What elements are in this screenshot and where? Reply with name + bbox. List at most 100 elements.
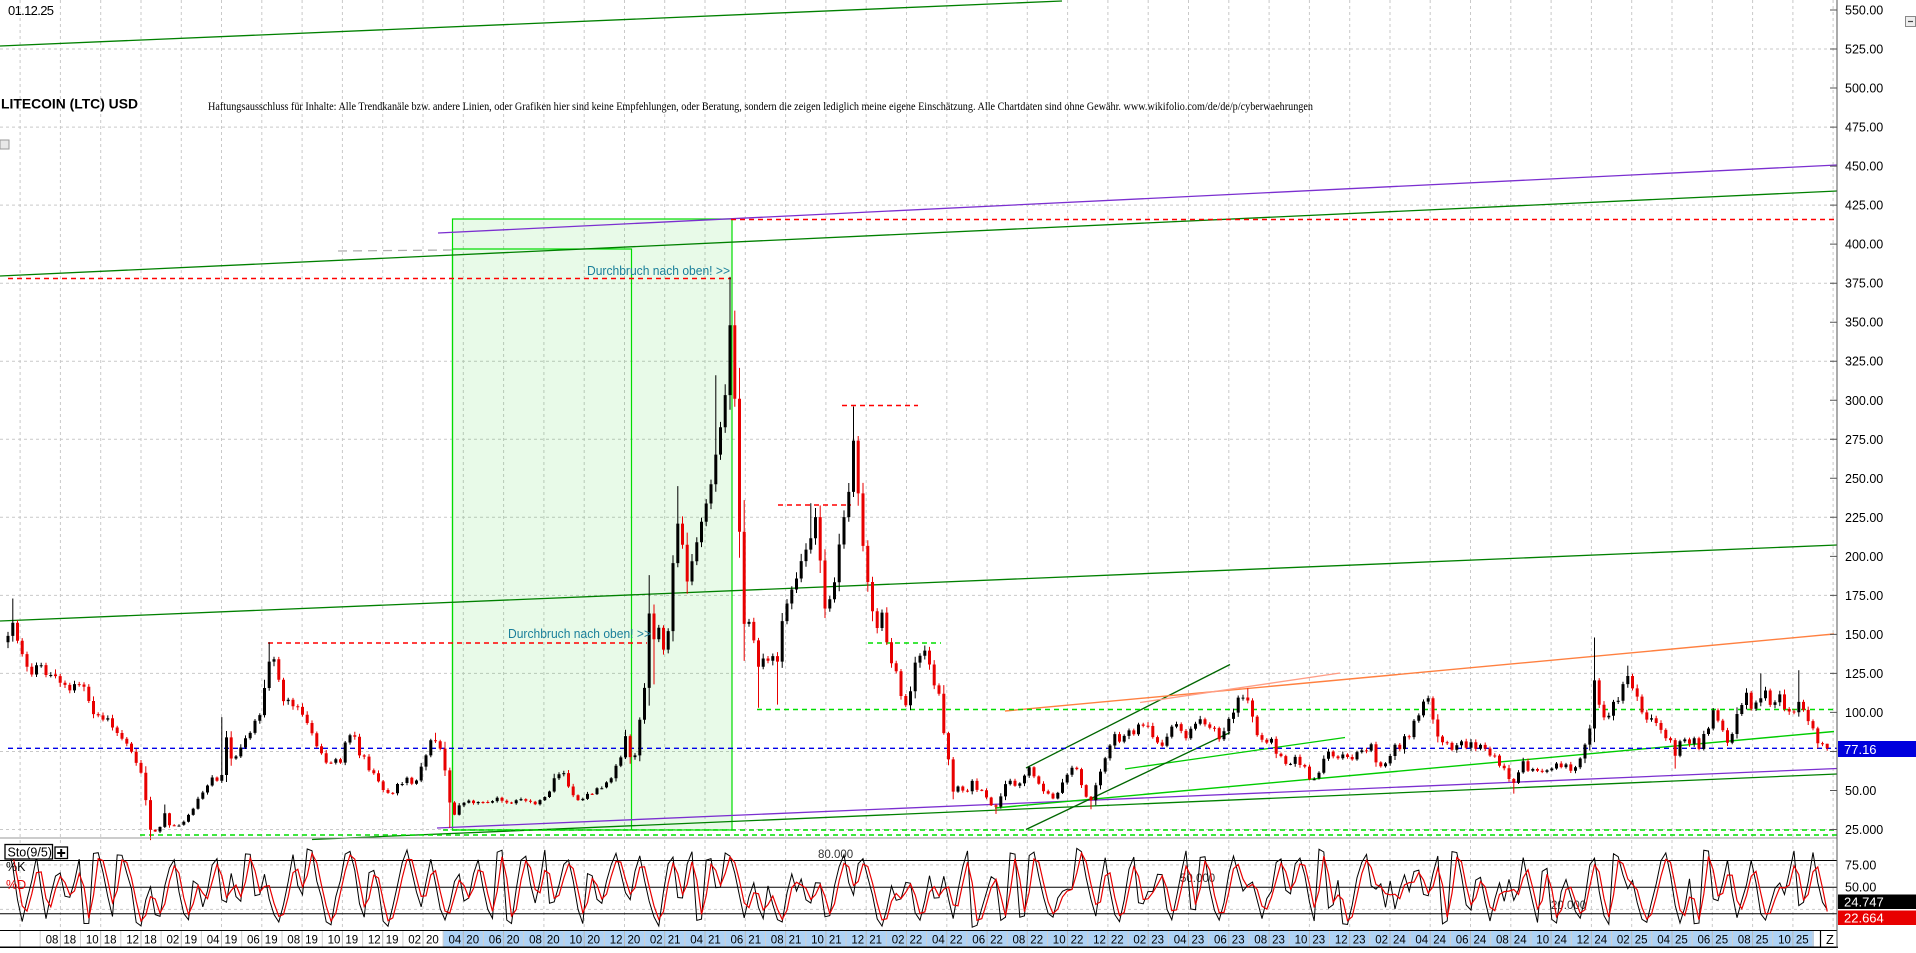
svg-text:75.00: 75.00 bbox=[1845, 859, 1876, 873]
svg-text:%D: %D bbox=[6, 878, 26, 892]
svg-text:25: 25 bbox=[1675, 935, 1688, 947]
svg-text:175.00: 175.00 bbox=[1845, 589, 1883, 603]
svg-text:21: 21 bbox=[869, 935, 882, 947]
svg-text:12: 12 bbox=[1335, 935, 1348, 947]
svg-text:10: 10 bbox=[569, 935, 582, 947]
svg-text:02: 02 bbox=[1617, 935, 1630, 947]
svg-text:350.00: 350.00 bbox=[1845, 316, 1883, 330]
svg-text:23: 23 bbox=[1353, 935, 1366, 947]
svg-text:06: 06 bbox=[247, 935, 260, 947]
svg-text:06: 06 bbox=[1214, 935, 1227, 947]
svg-text:225.00: 225.00 bbox=[1845, 511, 1883, 525]
svg-text:400.00: 400.00 bbox=[1845, 238, 1883, 252]
svg-text:10: 10 bbox=[811, 935, 824, 947]
svg-text:02: 02 bbox=[892, 935, 905, 947]
svg-text:300.00: 300.00 bbox=[1845, 394, 1883, 408]
svg-text:08: 08 bbox=[1738, 935, 1751, 947]
svg-text:77.16: 77.16 bbox=[1844, 742, 1877, 757]
svg-text:18: 18 bbox=[104, 935, 117, 947]
svg-text:50.00: 50.00 bbox=[1845, 881, 1876, 895]
svg-text:500.00: 500.00 bbox=[1845, 82, 1883, 96]
svg-text:12: 12 bbox=[851, 935, 864, 947]
svg-text:19: 19 bbox=[265, 935, 278, 947]
svg-text:Sto(9/5): Sto(9/5) bbox=[8, 846, 52, 860]
svg-text:%K: %K bbox=[6, 860, 26, 874]
svg-text:04: 04 bbox=[1657, 935, 1670, 947]
svg-text:21: 21 bbox=[829, 935, 842, 947]
svg-text:Haftungsausschluss für Inhalte: Haftungsausschluss für Inhalte: Alle Tre… bbox=[208, 99, 1313, 113]
svg-text:04: 04 bbox=[932, 935, 945, 947]
svg-text:06: 06 bbox=[1698, 935, 1711, 947]
svg-text:01.12.25: 01.12.25 bbox=[8, 3, 54, 18]
svg-text:23: 23 bbox=[1232, 935, 1245, 947]
svg-text:125.00: 125.00 bbox=[1845, 667, 1883, 681]
svg-text:Durchbruch nach oben! >>: Durchbruch nach oben! >> bbox=[587, 263, 730, 278]
svg-text:10: 10 bbox=[86, 935, 99, 947]
svg-text:12: 12 bbox=[368, 935, 381, 947]
svg-text:02: 02 bbox=[650, 935, 663, 947]
svg-text:12: 12 bbox=[1577, 935, 1590, 947]
svg-text:25: 25 bbox=[1635, 935, 1648, 947]
svg-text:250.00: 250.00 bbox=[1845, 472, 1883, 486]
svg-text:200.00: 200.00 bbox=[1845, 550, 1883, 564]
svg-text:02: 02 bbox=[1133, 935, 1146, 947]
svg-text:25: 25 bbox=[1715, 935, 1728, 947]
svg-text:150.00: 150.00 bbox=[1845, 628, 1883, 642]
svg-text:24: 24 bbox=[1433, 935, 1446, 947]
svg-text:24: 24 bbox=[1474, 935, 1487, 947]
svg-text:80.000: 80.000 bbox=[818, 849, 853, 861]
svg-text:450.00: 450.00 bbox=[1845, 160, 1883, 174]
svg-text:19: 19 bbox=[386, 935, 399, 947]
svg-text:23: 23 bbox=[1192, 935, 1205, 947]
svg-text:LITECOIN (LTC) USD: LITECOIN (LTC) USD bbox=[1, 97, 138, 112]
svg-text:325.00: 325.00 bbox=[1845, 355, 1883, 369]
svg-text:12: 12 bbox=[126, 935, 139, 947]
svg-text:10: 10 bbox=[1536, 935, 1549, 947]
svg-text:23: 23 bbox=[1272, 935, 1285, 947]
svg-text:25.000: 25.000 bbox=[1845, 823, 1883, 837]
svg-text:20: 20 bbox=[507, 935, 520, 947]
svg-text:24: 24 bbox=[1393, 935, 1406, 947]
svg-text:02: 02 bbox=[408, 935, 421, 947]
svg-text:06: 06 bbox=[489, 935, 502, 947]
svg-text:20: 20 bbox=[426, 935, 439, 947]
svg-text:22: 22 bbox=[1111, 935, 1124, 947]
svg-text:19: 19 bbox=[345, 935, 358, 947]
svg-text:06: 06 bbox=[731, 935, 744, 947]
svg-text:02: 02 bbox=[1375, 935, 1388, 947]
svg-text:08: 08 bbox=[46, 935, 59, 947]
svg-text:550.00: 550.00 bbox=[1845, 4, 1883, 18]
svg-text:08: 08 bbox=[771, 935, 784, 947]
svg-text:02: 02 bbox=[167, 935, 180, 947]
svg-text:08: 08 bbox=[529, 935, 542, 947]
svg-text:04: 04 bbox=[207, 935, 220, 947]
svg-text:24: 24 bbox=[1594, 935, 1607, 947]
svg-text:20: 20 bbox=[466, 935, 479, 947]
svg-text:20: 20 bbox=[587, 935, 600, 947]
svg-text:10: 10 bbox=[328, 935, 341, 947]
svg-text:Durchbruch nach oben! >>: Durchbruch nach oben! >> bbox=[508, 626, 651, 641]
svg-text:425.00: 425.00 bbox=[1845, 199, 1883, 213]
svg-text:21: 21 bbox=[748, 935, 761, 947]
svg-text:18: 18 bbox=[144, 935, 157, 947]
svg-text:375.00: 375.00 bbox=[1845, 277, 1883, 291]
svg-text:10: 10 bbox=[1053, 935, 1066, 947]
svg-text:20: 20 bbox=[628, 935, 641, 947]
svg-text:23: 23 bbox=[1151, 935, 1164, 947]
svg-text:21: 21 bbox=[668, 935, 681, 947]
svg-text:20: 20 bbox=[547, 935, 560, 947]
svg-text:50.00: 50.00 bbox=[1845, 784, 1876, 798]
svg-text:24: 24 bbox=[1514, 935, 1527, 947]
svg-text:21: 21 bbox=[789, 935, 802, 947]
svg-text:22: 22 bbox=[950, 935, 963, 947]
svg-text:25: 25 bbox=[1756, 935, 1769, 947]
svg-text:10: 10 bbox=[1778, 935, 1791, 947]
svg-text:24.747: 24.747 bbox=[1844, 895, 1884, 910]
svg-text:08: 08 bbox=[287, 935, 300, 947]
svg-text:100.00: 100.00 bbox=[1845, 706, 1883, 720]
svg-text:18: 18 bbox=[63, 935, 76, 947]
svg-text:24: 24 bbox=[1554, 935, 1567, 947]
svg-text:21: 21 bbox=[708, 935, 721, 947]
svg-text:06: 06 bbox=[1456, 935, 1469, 947]
svg-text:04: 04 bbox=[1174, 935, 1187, 947]
